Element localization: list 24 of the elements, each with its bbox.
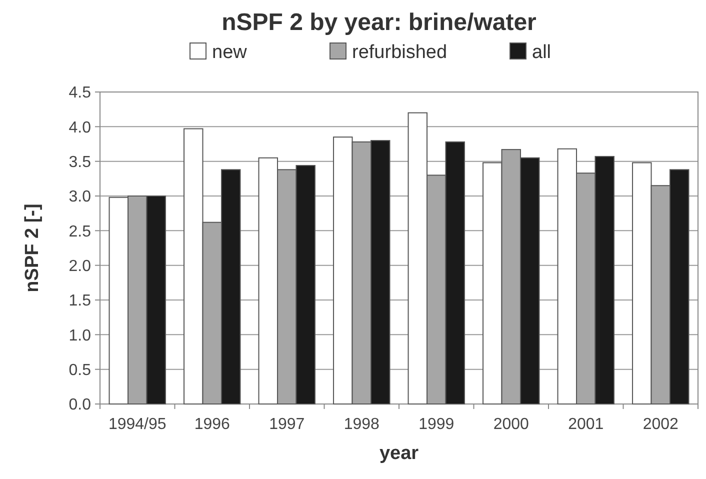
legend-label: refurbished	[352, 42, 448, 63]
x-tick-label: 1998	[344, 416, 380, 433]
x-tick-label: 1999	[418, 416, 454, 433]
y-tick-label: 0.5	[68, 362, 92, 379]
x-axis-title: year	[379, 443, 420, 464]
x-tick-label: 1997	[269, 416, 305, 433]
x-tick-label: 2001	[568, 416, 604, 433]
legend-label: new	[212, 42, 248, 63]
y-tick-label: 3.5	[68, 154, 92, 171]
x-tick-label: 2000	[493, 416, 530, 433]
y-tick-label: 1.0	[68, 327, 92, 344]
y-tick-label: 2.0	[68, 258, 92, 275]
x-tick-label: 1994/95	[108, 416, 166, 433]
y-tick-label: 3.0	[68, 188, 92, 206]
y-tick-label: 4.5	[68, 84, 92, 102]
y-tick-label: 4.0	[68, 119, 92, 136]
y-axis-title: nSPF 2 [-]	[22, 204, 43, 292]
x-tick-label: 1996	[194, 416, 230, 433]
chart-title: nSPF 2 by year: brine/water	[222, 9, 536, 36]
y-tick-label: 2.5	[68, 223, 92, 240]
y-tick-label: 0.0	[68, 396, 92, 414]
legend-label: all	[532, 42, 552, 63]
y-tick-label: 1.5	[68, 292, 92, 310]
x-tick-label: 2002	[642, 416, 679, 433]
